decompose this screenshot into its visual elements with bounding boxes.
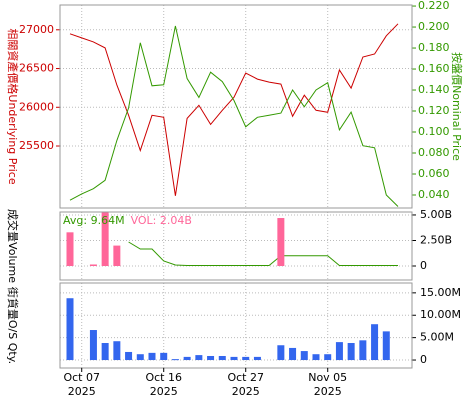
y-axis-title: 成交量Volume bbox=[6, 209, 20, 283]
y-tick-label: 0 bbox=[420, 259, 427, 272]
bar bbox=[230, 356, 238, 361]
y-tick-label: 0 bbox=[420, 353, 427, 366]
y2-tick-label: 0.220 bbox=[418, 0, 450, 12]
bar bbox=[101, 212, 109, 267]
y2-tick-label: 0.140 bbox=[418, 83, 450, 96]
y-tick-label: 15.00M bbox=[420, 286, 461, 299]
bar bbox=[101, 343, 109, 361]
plot-area bbox=[60, 212, 412, 280]
y2-tick-label: 0.200 bbox=[418, 20, 450, 33]
legend-entry: Avg: 9.64M bbox=[63, 214, 125, 227]
bar bbox=[125, 351, 133, 361]
panel-frame bbox=[59, 211, 413, 281]
x-tick-label: Oct 27 bbox=[227, 371, 264, 384]
bar bbox=[160, 352, 168, 361]
y2-tick-label: 0.040 bbox=[418, 188, 450, 201]
legend-entry: VOL: 2.04B bbox=[131, 214, 192, 227]
y-tick-label: 25500 bbox=[19, 139, 54, 152]
y-axis-title: 相關資產價格Underlying Price bbox=[6, 28, 20, 184]
bar bbox=[382, 331, 390, 361]
bar bbox=[359, 340, 367, 361]
bar bbox=[277, 218, 285, 267]
panel-frame bbox=[59, 282, 413, 369]
bar bbox=[253, 356, 261, 361]
bar bbox=[113, 245, 121, 267]
y2-axis-title: 按盤價Nominal Price bbox=[450, 52, 464, 161]
bar bbox=[89, 330, 97, 361]
x-tick-label: Oct 16 bbox=[145, 371, 182, 384]
bar bbox=[242, 356, 250, 361]
bar bbox=[347, 343, 355, 361]
bar bbox=[148, 352, 156, 361]
x-tick-label: Oct 07 bbox=[63, 371, 100, 384]
y-tick-label: 27000 bbox=[19, 23, 54, 36]
bar bbox=[171, 359, 179, 361]
y2-tick-label: 0.180 bbox=[418, 41, 450, 54]
y2-tick-label: 0.080 bbox=[418, 146, 450, 159]
plot-area bbox=[60, 283, 412, 368]
x-tick-sublabel: 2025 bbox=[232, 385, 260, 398]
y-axis-title: 街貨量O/S Qty. bbox=[6, 287, 20, 364]
x-tick-sublabel: 2025 bbox=[314, 385, 342, 398]
bar bbox=[324, 354, 332, 361]
y2-tick-label: 0.120 bbox=[418, 104, 450, 117]
bar bbox=[136, 354, 144, 361]
bar bbox=[312, 354, 320, 361]
x-tick-label: Nov 05 bbox=[308, 371, 347, 384]
series-line bbox=[69, 23, 399, 196]
bar bbox=[335, 342, 343, 361]
y-tick-label: 5.00M bbox=[420, 331, 454, 344]
bar bbox=[371, 324, 379, 361]
bar bbox=[300, 351, 308, 361]
bar bbox=[183, 356, 191, 361]
bar bbox=[289, 347, 297, 361]
bar bbox=[277, 345, 285, 361]
bar bbox=[195, 355, 203, 361]
x-tick-sublabel: 2025 bbox=[68, 385, 96, 398]
y2-tick-label: 0.100 bbox=[418, 125, 450, 138]
series-line bbox=[69, 25, 399, 207]
bar bbox=[218, 355, 226, 361]
bar bbox=[66, 298, 74, 361]
y-tick-label: 26000 bbox=[19, 100, 54, 113]
bar bbox=[66, 232, 74, 267]
x-tick-sublabel: 2025 bbox=[150, 385, 178, 398]
y-tick-label: 5.00B bbox=[420, 208, 452, 221]
series-line bbox=[128, 241, 398, 266]
panel-frame bbox=[59, 4, 413, 209]
y-tick-label: 10.00M bbox=[420, 308, 461, 321]
plot-area bbox=[60, 5, 412, 208]
bar bbox=[89, 264, 97, 267]
y2-tick-label: 0.160 bbox=[418, 62, 450, 75]
y2-tick-label: 0.060 bbox=[418, 167, 450, 180]
y-tick-label: 2.50B bbox=[420, 233, 452, 246]
y-tick-label: 26500 bbox=[19, 62, 54, 75]
bar bbox=[113, 341, 121, 361]
bar bbox=[207, 355, 215, 361]
